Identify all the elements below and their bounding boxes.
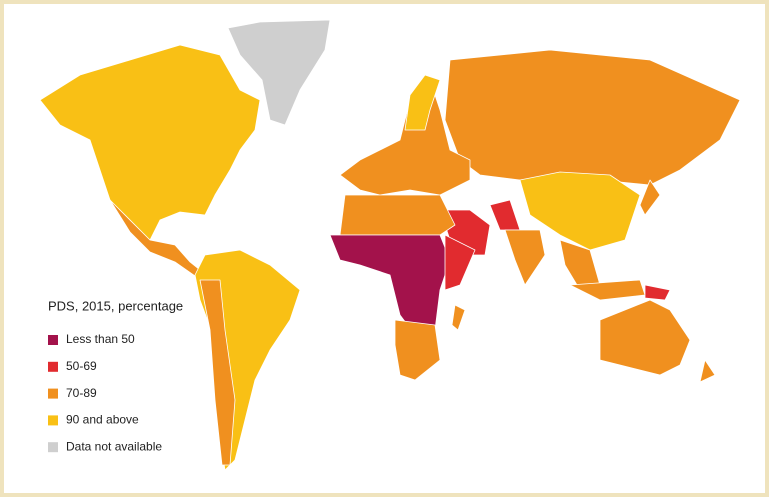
india bbox=[504, 229, 546, 286]
legend-label: 50-69 bbox=[66, 359, 97, 373]
southern-africa bbox=[394, 319, 441, 381]
papua-new-guinea bbox=[644, 284, 671, 301]
legend: PDS, 2015, percentage Less than 50 50-69 7… bbox=[48, 298, 183, 453]
madagascar bbox=[451, 304, 466, 331]
andes bbox=[199, 279, 236, 466]
greenland bbox=[227, 19, 331, 126]
new-zealand bbox=[699, 359, 716, 383]
legend-label: Data not available bbox=[66, 439, 162, 453]
china bbox=[519, 171, 641, 251]
legend-label: 70-89 bbox=[66, 386, 97, 400]
north-america bbox=[39, 44, 261, 241]
legend-swatch bbox=[48, 442, 58, 453]
world-map bbox=[39, 19, 741, 471]
legend-swatch bbox=[48, 335, 58, 345]
horn-of-africa bbox=[444, 234, 476, 291]
europe bbox=[339, 79, 471, 196]
japan bbox=[639, 179, 661, 216]
legend-swatch bbox=[48, 361, 58, 372]
north-africa bbox=[339, 194, 456, 236]
legend-swatch bbox=[48, 415, 58, 426]
legend-title: PDS, 2015, percentage bbox=[48, 298, 183, 313]
scandinavia bbox=[404, 74, 441, 131]
legend-swatch bbox=[48, 388, 58, 399]
legend-label: 90 and above bbox=[66, 413, 139, 427]
australia bbox=[599, 299, 691, 376]
legend-label: Less than 50 bbox=[66, 332, 135, 346]
